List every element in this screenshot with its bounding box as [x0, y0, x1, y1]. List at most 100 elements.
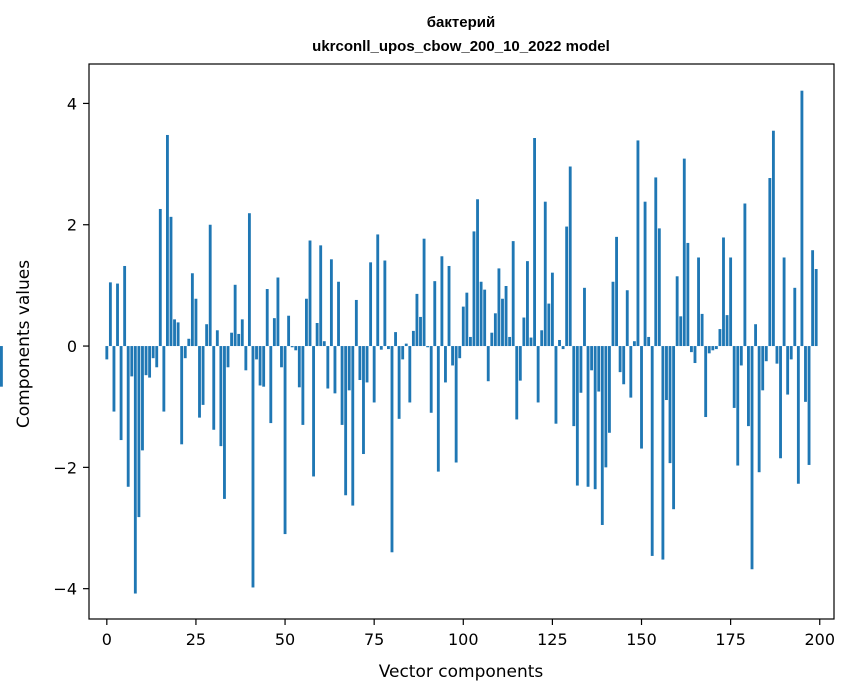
plot-area-frame	[88, 63, 835, 620]
bar-54	[297, 346, 301, 388]
bar-107	[486, 346, 490, 382]
bar-32	[219, 346, 223, 447]
bar-110	[497, 268, 501, 347]
bar-146	[625, 290, 629, 347]
bar-8	[133, 346, 137, 594]
bar-147	[629, 346, 633, 398]
bar-115	[515, 346, 519, 420]
bar-128	[561, 346, 565, 350]
x-tick-label: 50	[275, 630, 295, 649]
bar-2	[112, 346, 116, 412]
bar-136	[590, 346, 594, 371]
bar-125	[550, 272, 554, 347]
bar-71	[358, 346, 362, 381]
bar-42	[255, 346, 258, 360]
bar-26	[198, 346, 201, 418]
bar-199	[814, 269, 818, 347]
bar-145	[622, 346, 626, 385]
bar-164	[689, 346, 693, 353]
bar-121	[536, 346, 540, 403]
bar-11	[144, 346, 148, 376]
bar-120	[533, 138, 536, 347]
bar-undefined	[0, 346, 3, 387]
bar-108	[490, 332, 494, 347]
x-axis-ticks: 0 25 50 75 100 125 150 175 200	[102, 619, 835, 649]
bar-55	[301, 346, 305, 425]
x-tick-label: 150	[626, 630, 657, 649]
bar-79	[387, 346, 390, 350]
y-tick-label: −2	[53, 458, 77, 477]
bar-176	[732, 346, 736, 408]
x-tick-label: 100	[448, 630, 479, 649]
bar-99	[458, 346, 462, 359]
bar-97	[451, 346, 455, 366]
bar-72	[362, 346, 365, 455]
bar-172	[718, 329, 722, 347]
bar-57	[308, 240, 312, 347]
x-tick-label: 200	[804, 630, 835, 649]
bar-104	[476, 199, 479, 347]
bar-132	[575, 346, 579, 486]
bar-140	[604, 346, 608, 468]
bar-177	[736, 346, 740, 466]
bar-138	[597, 346, 601, 392]
bar-133	[579, 346, 583, 393]
bar-60	[319, 245, 323, 347]
bar-127	[558, 339, 561, 347]
bar-156	[661, 346, 665, 560]
x-tick-label: 25	[186, 630, 206, 649]
bar-38	[240, 319, 244, 347]
bar-94	[440, 256, 444, 347]
bar-19	[173, 319, 176, 347]
x-tick-label: 75	[364, 630, 384, 649]
bar-129	[565, 226, 569, 347]
bar-158	[668, 346, 672, 464]
bar-124	[547, 303, 551, 347]
bar-149	[636, 140, 640, 347]
bar-58	[312, 346, 315, 477]
bar-44	[262, 346, 266, 387]
bar-102	[468, 336, 472, 347]
bar-20	[176, 322, 180, 347]
bars-group	[0, 90, 818, 594]
bar-192	[789, 346, 793, 360]
bar-166	[697, 257, 700, 347]
bar-75	[372, 346, 376, 403]
bar-179	[743, 203, 747, 347]
x-axis-label: Vector components	[379, 662, 544, 682]
bar-22	[183, 346, 187, 359]
bar-175	[729, 257, 733, 347]
bar-65	[337, 281, 340, 347]
bar-4	[119, 346, 123, 441]
bar-46	[269, 346, 273, 424]
bar-118	[526, 261, 529, 347]
bar-78	[383, 260, 387, 347]
y-axis-ticks: −4 −2 0 2 4	[53, 94, 89, 599]
bar-81	[394, 332, 397, 347]
bar-35	[230, 332, 234, 347]
bar-73	[365, 346, 369, 383]
bar-168	[704, 346, 708, 418]
bar-83	[401, 346, 405, 360]
bar-28	[205, 324, 209, 347]
bar-160	[675, 276, 679, 347]
bar-9	[137, 346, 141, 518]
bar-68	[347, 346, 351, 391]
x-tick-label: 175	[715, 630, 746, 649]
bar-45	[265, 289, 269, 347]
bar-161	[679, 316, 683, 347]
bar-191	[786, 346, 790, 395]
chart-title-line-1: бактерий	[427, 14, 495, 31]
bar-93	[436, 346, 440, 472]
bar-51	[287, 315, 291, 347]
bar-88	[419, 316, 422, 347]
bar-173	[722, 237, 725, 347]
bar-15	[158, 208, 162, 347]
bar-181	[750, 346, 754, 570]
y-tick-label: 2	[67, 216, 77, 235]
bar-23	[187, 338, 191, 347]
bar-142	[611, 281, 615, 347]
bar-18	[169, 216, 173, 347]
bar-143	[615, 236, 618, 347]
bar-131	[572, 346, 576, 427]
